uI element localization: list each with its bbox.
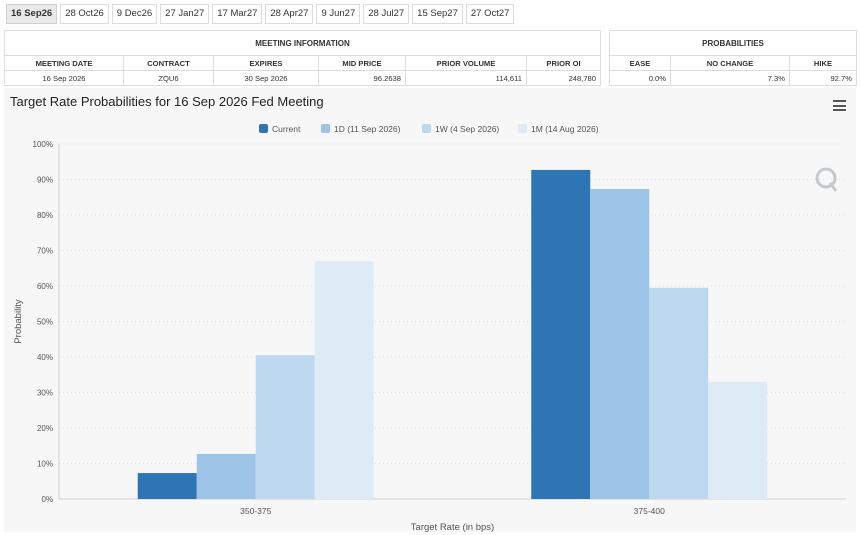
y-tick-label: 70% [37, 247, 53, 256]
y-tick-label: 50% [37, 318, 53, 327]
y-axis-title: Probability [13, 299, 24, 344]
tab-28-oct26[interactable]: 28 Oct26 [60, 4, 109, 24]
tab-15-sep27[interactable]: 15 Sep27 [412, 4, 463, 24]
x-category-label: 350-375 [240, 506, 271, 516]
tab-9-dec26[interactable]: 9 Dec26 [111, 4, 158, 24]
y-tick-label: 10% [37, 460, 53, 469]
chart-title: Target Rate Probabilities for 16 Sep 202… [10, 94, 324, 109]
legend-swatch [518, 124, 527, 133]
header-meeting-date: MEETING DATE [4, 55, 124, 71]
y-tick-label: 100% [33, 140, 53, 149]
tab-28-jul27[interactable]: 28 Jul27 [363, 4, 410, 24]
meeting-information-table: MEETING INFORMATION MEETING DATE CONTRAC… [4, 30, 601, 86]
watermark-logo-icon [815, 167, 837, 189]
no-change-value: 7.3% [670, 70, 790, 86]
legend-item: 1M (14 Aug 2026) [531, 124, 599, 134]
x-category-label: 375-400 [634, 506, 665, 516]
chart-panel: Target Rate Probabilities for 16 Sep 202… [4, 88, 856, 532]
meeting-tabs: 16 Sep26 28 Oct26 9 Dec26 27 Jan27 17 Mar27 2… [6, 4, 515, 24]
header-hike: HIKE [789, 55, 857, 71]
legend-item: 1W (4 Sep 2026) [435, 124, 499, 134]
tab-17-mar27[interactable]: 17 Mar27 [212, 4, 263, 24]
header-prior-volume: PRIOR VOLUME [405, 55, 527, 71]
y-tick-label: 40% [37, 353, 53, 362]
legend-item: Current [272, 124, 301, 134]
meeting-information-title: MEETING INFORMATION [4, 30, 601, 56]
probabilities-title: PROBABILITIES [609, 30, 857, 56]
prior-oi-value: 248,780 [526, 70, 601, 86]
expires-value: 30 Sep 2026 [213, 70, 319, 86]
header-no-change: NO CHANGE [670, 55, 790, 71]
y-tick-label: 0% [41, 495, 53, 504]
hike-value: 92.7% [789, 70, 857, 86]
y-tick-label: 60% [37, 282, 53, 291]
y-tick-label: 90% [37, 176, 53, 185]
probabilities-table: PROBABILITIES EASE NO CHANGE HIKE 0.0% 7… [609, 30, 857, 86]
ease-value: 0.0% [609, 70, 671, 86]
legend-swatch [259, 124, 268, 133]
bar-1d-350-375 [196, 453, 256, 499]
y-tick-label: 30% [37, 389, 53, 398]
chart-menu-icon[interactable] [833, 100, 846, 111]
bar-1w-350-375 [255, 355, 315, 499]
tab-27-oct27[interactable]: 27 Oct27 [465, 4, 515, 24]
header-mid-price: MID PRICE [318, 55, 406, 71]
prior-volume-value: 114,611 [405, 70, 527, 86]
watermark-logo-tail [828, 182, 838, 192]
bar-1d-375-400 [590, 189, 650, 499]
x-axis-title: Target Rate (in bps) [411, 522, 494, 532]
tab-9-jun27[interactable]: 9 Jun27 [316, 4, 361, 24]
mid-price-value: 96.2638 [318, 70, 406, 86]
meeting-date-value: 16 Sep 2026 [4, 70, 124, 86]
y-tick-label: 20% [37, 424, 53, 433]
tab-28-apr27[interactable]: 28 Apr27 [265, 4, 314, 24]
header-ease: EASE [609, 55, 671, 71]
bar-1w-375-400 [649, 287, 709, 499]
y-tick-label: 80% [37, 211, 53, 220]
tab-16-sep26[interactable]: 16 Sep26 [6, 4, 58, 24]
legend-swatch [321, 124, 330, 133]
tab-27-jan27[interactable]: 27 Jan27 [160, 4, 210, 24]
bar-1m-350-375 [314, 261, 374, 499]
bar-current-375-400 [531, 169, 591, 499]
bar-1m-375-400 [708, 381, 768, 499]
legend-swatch [422, 124, 431, 133]
contract-value: ZQU6 [123, 70, 214, 86]
header-prior-oi: PRIOR OI [526, 55, 601, 71]
header-expires: EXPIRES [213, 55, 319, 71]
probability-bar-chart: 0% 10% 20% 30% 40% 50% 60% 70% 80% 90% 100% 350-375… [13, 124, 846, 532]
legend-item: 1D (11 Sep 2026) [334, 124, 401, 134]
header-contract: CONTRACT [123, 55, 214, 71]
bar-current-350-375 [137, 473, 197, 499]
